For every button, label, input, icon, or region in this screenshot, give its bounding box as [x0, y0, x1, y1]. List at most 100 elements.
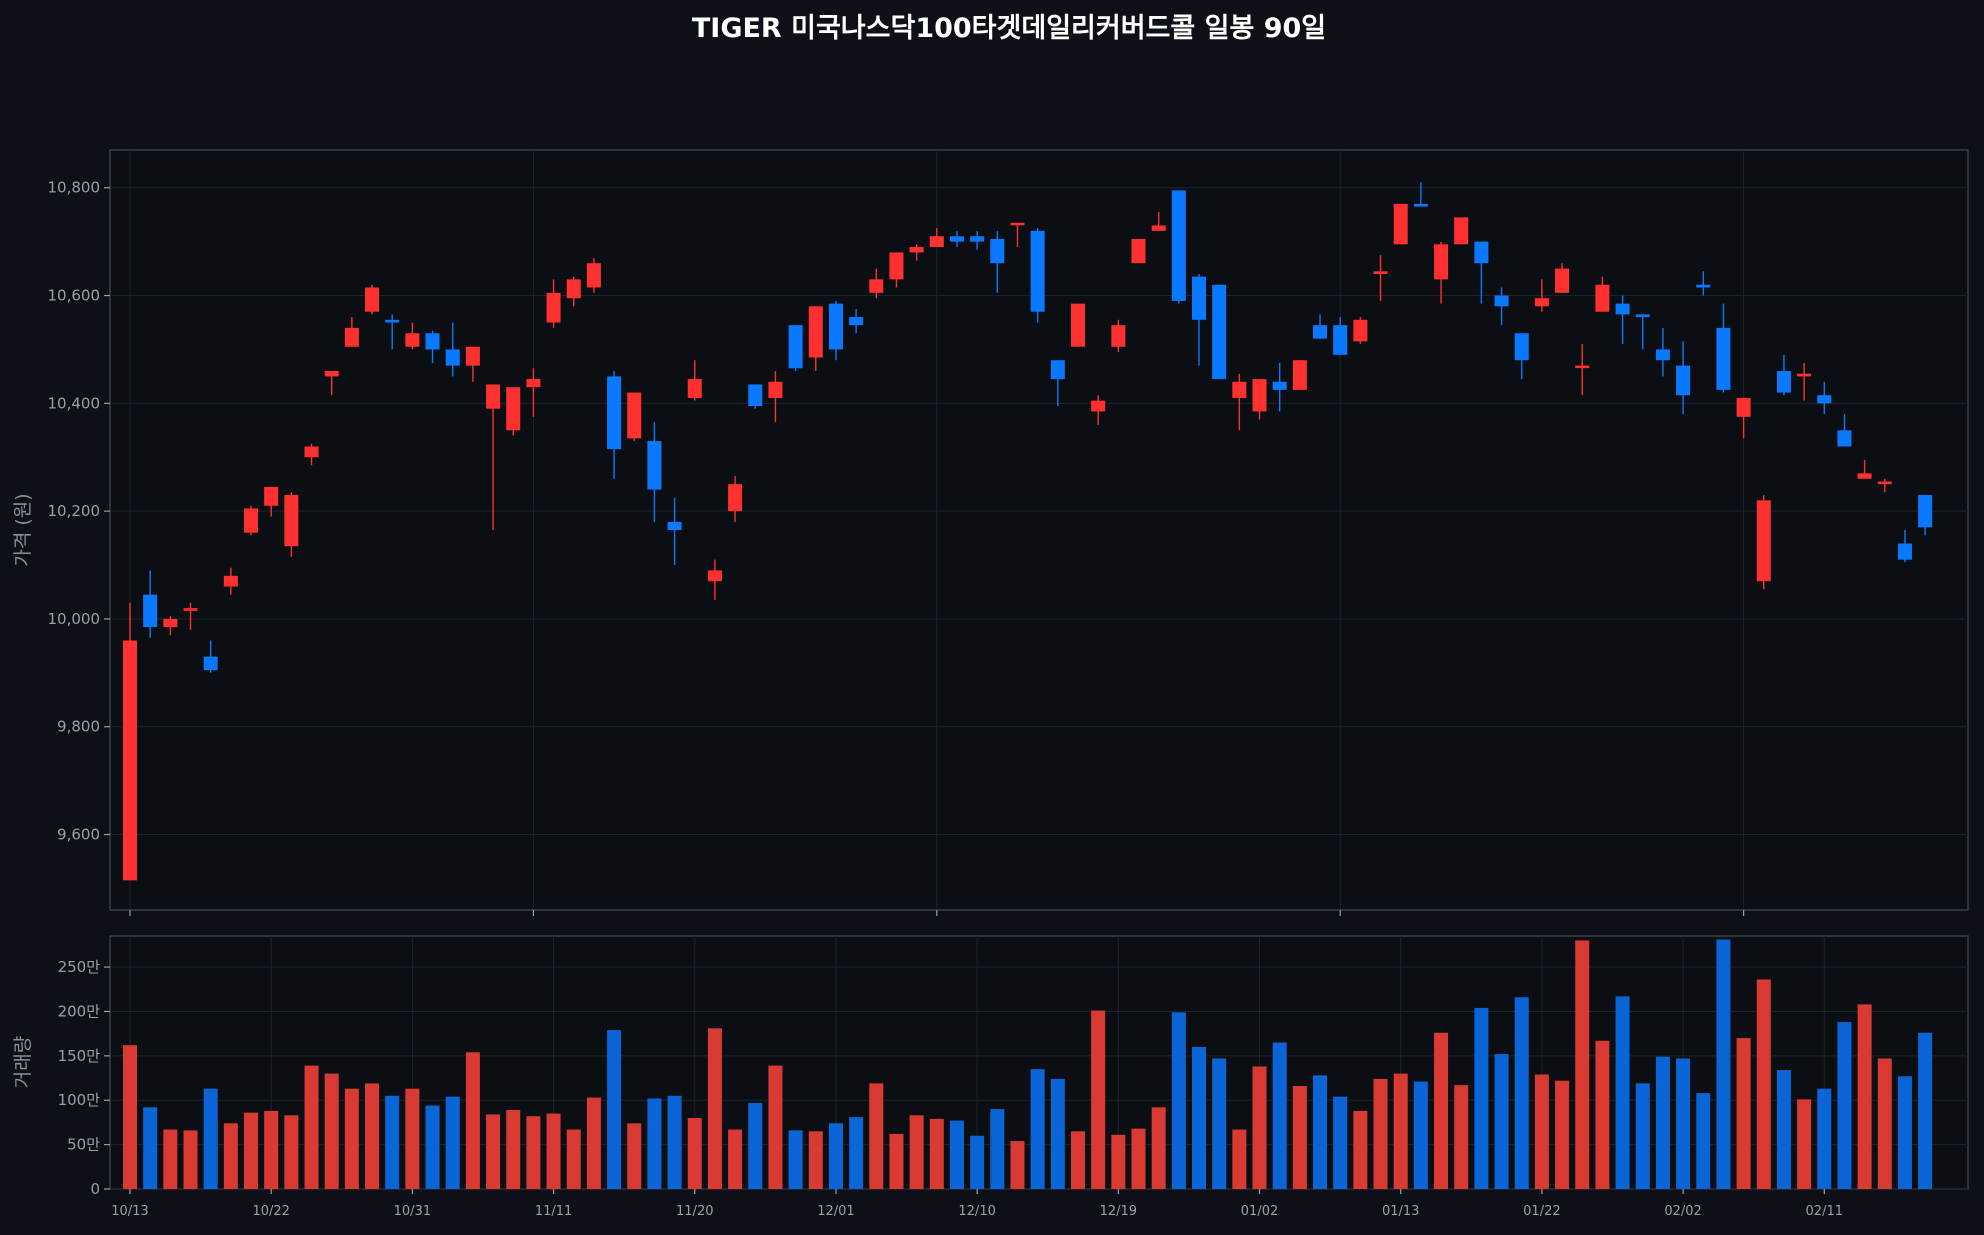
volume-bar	[304, 1065, 319, 1189]
candle	[586, 257, 601, 293]
candle-body	[405, 333, 420, 347]
candle	[1232, 373, 1247, 431]
candle	[1676, 341, 1691, 415]
x-tick-label: 10/31	[394, 1204, 431, 1219]
volume-bar	[1091, 1010, 1106, 1189]
volume-bar	[223, 1123, 238, 1189]
candle	[728, 476, 743, 522]
candle	[1817, 381, 1832, 415]
candle	[123, 602, 137, 881]
volume-bar	[324, 1073, 339, 1189]
candle-body	[1393, 203, 1408, 245]
candle	[707, 559, 722, 601]
candle	[1615, 295, 1630, 345]
candle-body	[607, 376, 622, 450]
candle-body	[385, 319, 400, 323]
price-tick-label: 10,400	[48, 394, 101, 412]
x-tick-label: 10/13	[111, 1204, 148, 1219]
candle-body	[1070, 303, 1085, 347]
candle	[869, 268, 884, 299]
candle	[1111, 319, 1126, 353]
candle	[1575, 344, 1590, 396]
volume-bar	[284, 1115, 299, 1189]
candle-body	[1454, 217, 1469, 245]
candle	[1010, 222, 1025, 248]
candle-body	[1373, 271, 1388, 274]
candle	[1534, 279, 1549, 312]
candle-body	[1534, 298, 1549, 307]
volume-bar	[1514, 997, 1529, 1189]
volume-bar	[1010, 1141, 1025, 1189]
x-tick-label: 02/11	[1806, 1204, 1843, 1219]
volume-bar	[506, 1109, 521, 1189]
candle-body	[123, 640, 137, 881]
candle	[768, 370, 783, 423]
candle	[1151, 211, 1166, 231]
candle-body	[929, 236, 944, 248]
volume-bar	[1797, 1099, 1812, 1189]
candle	[244, 505, 259, 536]
candle-body	[1151, 225, 1166, 231]
candle-body	[1857, 473, 1872, 479]
candle	[970, 230, 985, 250]
price-tick-label: 10,600	[48, 287, 101, 305]
candle	[163, 616, 178, 636]
candle-body	[869, 279, 884, 293]
candle-body	[1010, 222, 1025, 226]
candle-body	[748, 384, 763, 407]
volume-bar	[546, 1113, 561, 1189]
candle-body	[1797, 373, 1812, 377]
candle	[1333, 317, 1348, 355]
volume-bar	[1655, 1056, 1670, 1189]
candle	[627, 392, 642, 442]
volume-bar	[1595, 1040, 1610, 1189]
volume-bar	[889, 1133, 904, 1189]
candle	[647, 422, 662, 522]
candle	[1776, 354, 1791, 396]
candle-body	[284, 494, 299, 547]
candle-body	[1696, 284, 1711, 288]
volume-bar	[486, 1114, 501, 1189]
price-axis-label: 가격 (원)	[12, 493, 34, 566]
volume-tick-label: 0	[90, 1180, 100, 1198]
volume-bar	[1373, 1078, 1388, 1189]
candle-body	[1171, 190, 1186, 301]
volume-bar	[1393, 1073, 1408, 1189]
volume-bar	[768, 1065, 783, 1189]
volume-bar	[1313, 1075, 1328, 1189]
candle-body	[687, 379, 702, 398]
volume-bar	[123, 1045, 137, 1189]
candle	[1070, 303, 1085, 347]
candle-body	[1272, 381, 1287, 390]
candle-body	[526, 379, 541, 388]
candle	[425, 330, 440, 363]
candle	[1091, 395, 1106, 425]
candle	[1837, 414, 1852, 447]
candle	[486, 384, 501, 530]
candle-body	[1514, 333, 1529, 361]
price-tick-label: 9,600	[57, 826, 100, 844]
price-tick-label: 10,000	[48, 610, 101, 628]
volume-bar	[183, 1130, 198, 1189]
candle	[445, 322, 460, 377]
candle	[748, 384, 763, 409]
candle	[1434, 241, 1449, 304]
candle-body	[1474, 241, 1489, 264]
volume-bar	[909, 1115, 924, 1189]
volume-bar	[1171, 1012, 1186, 1189]
volume-bar	[1897, 1076, 1912, 1189]
candle-body	[1292, 360, 1307, 390]
candle	[1353, 317, 1368, 345]
volume-bar	[1413, 1081, 1428, 1189]
volume-bar	[647, 1098, 662, 1189]
candle-body	[244, 508, 259, 533]
candle-body	[1353, 319, 1368, 342]
candle-body	[546, 292, 561, 323]
candle-body	[1111, 325, 1126, 347]
candle	[465, 346, 480, 382]
candle-body	[1918, 494, 1933, 528]
x-tick-label: 02/02	[1664, 1204, 1701, 1219]
candle-body	[324, 370, 339, 377]
candle	[1918, 494, 1933, 536]
candle-body	[1756, 500, 1771, 582]
